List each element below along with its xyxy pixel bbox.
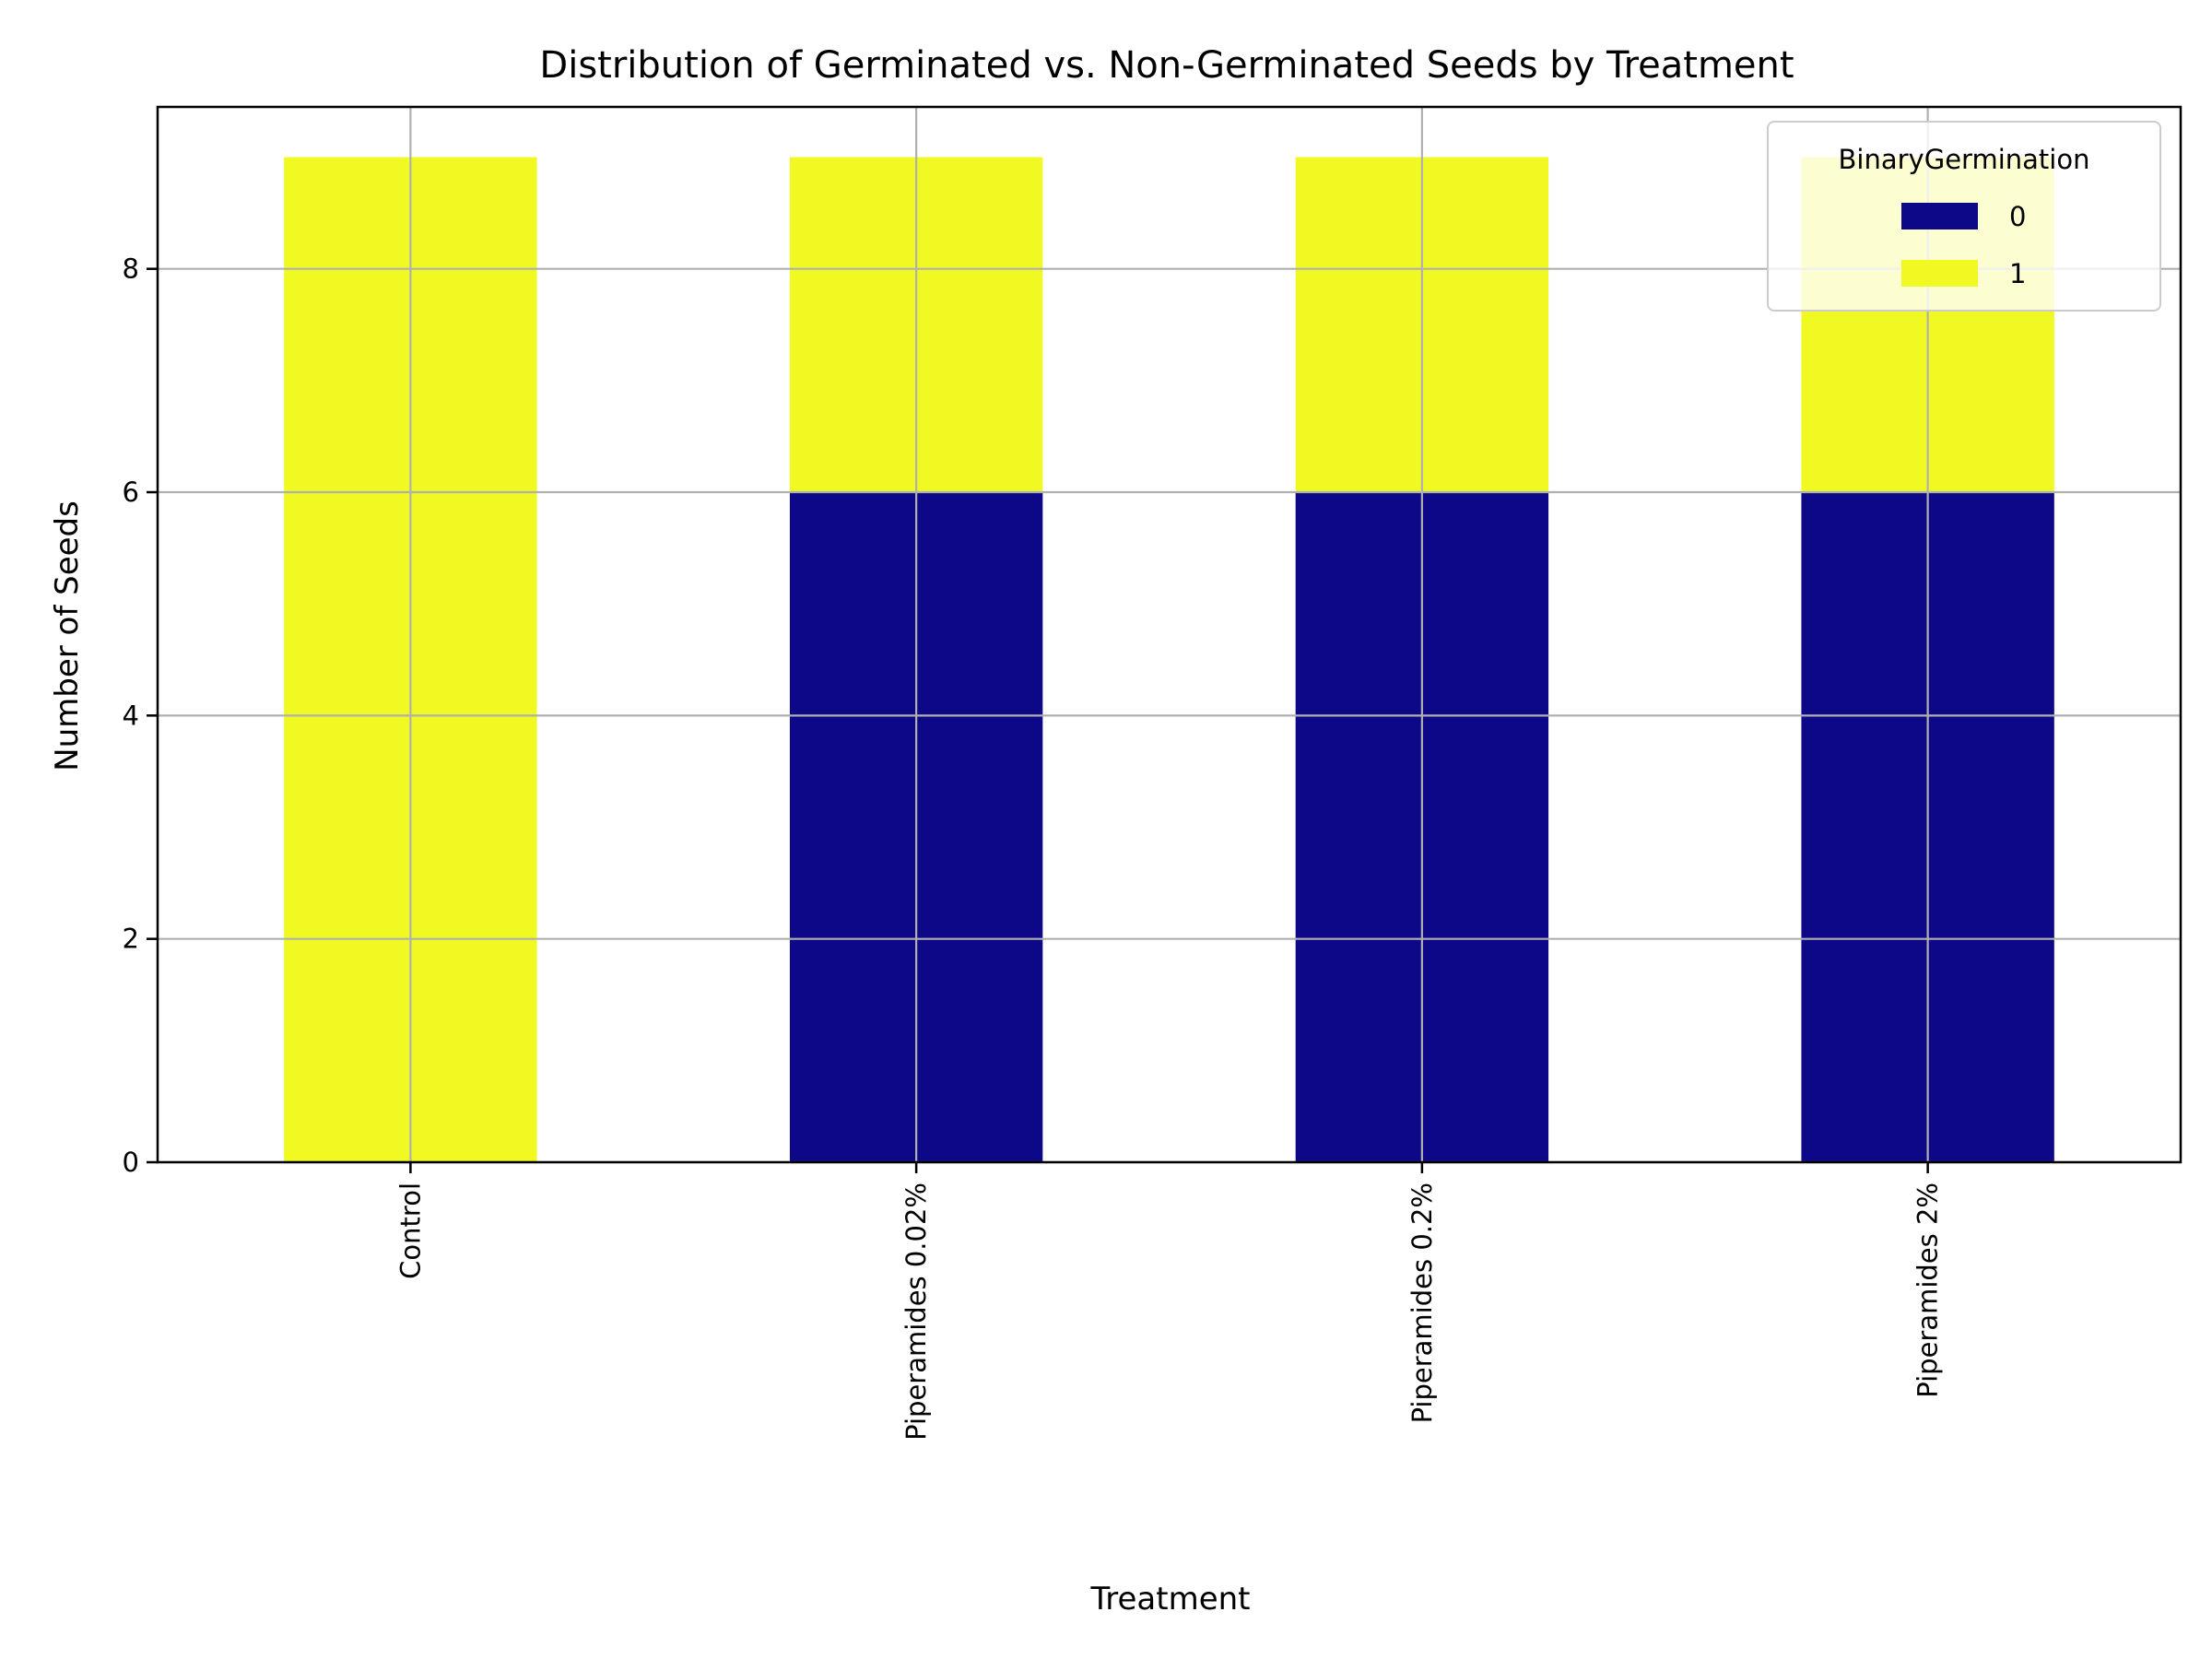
chart-title: Distribution of Germinated vs. Non-Germi… bbox=[539, 44, 1794, 87]
legend-title: BinaryGermination bbox=[1839, 144, 2090, 175]
y-tick-label-4: 4 bbox=[123, 700, 139, 731]
x-axis-ticks: Control Piperamides 0.02% Piperamides 0.2%… bbox=[394, 1162, 1944, 1441]
y-axis-label: Number of Seeds bbox=[49, 500, 86, 771]
x-axis-label: Treatment bbox=[1089, 1581, 1250, 1618]
legend: BinaryGermination 0 1 bbox=[1767, 121, 2161, 312]
legend-label-0: 0 bbox=[2009, 201, 2026, 232]
axes-frame bbox=[156, 105, 2183, 1164]
plot-area: 0 2 4 6 8 Control Piperamides 0.02% Piperamides… bbox=[123, 105, 2183, 1441]
y-tick-label-6: 6 bbox=[123, 477, 139, 508]
legend-label-1: 1 bbox=[2009, 258, 2026, 289]
x-tick-label-2: Piperamides 0.02% bbox=[900, 1182, 932, 1441]
y-tick-label-2: 2 bbox=[123, 924, 139, 955]
y-tick-label-8: 8 bbox=[123, 253, 139, 285]
y-axis-ticks: 0 2 4 6 8 bbox=[123, 253, 158, 1178]
y-tick-label-0: 0 bbox=[123, 1147, 139, 1178]
legend-swatch-0 bbox=[1901, 203, 1978, 229]
x-tick-label-3: Piperamides 0.2% bbox=[1406, 1182, 1438, 1423]
x-tick-label-4: Piperamides 2% bbox=[1912, 1182, 1944, 1398]
legend-swatch-1 bbox=[1901, 260, 1978, 287]
x-tick-label-1: Control bbox=[394, 1182, 426, 1279]
